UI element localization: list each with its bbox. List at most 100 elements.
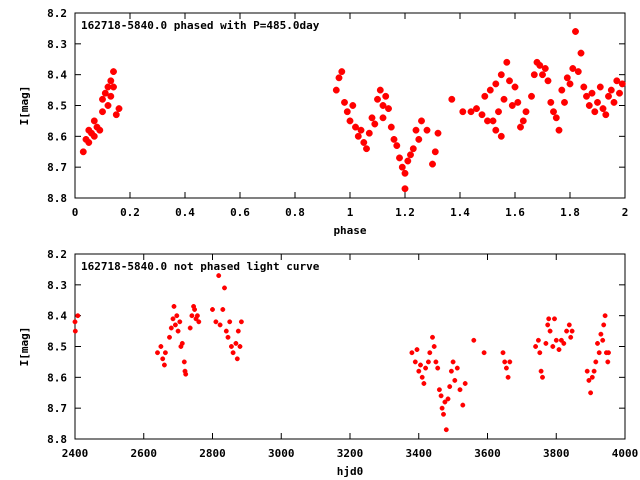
data-point	[99, 95, 106, 103]
data-point	[546, 316, 552, 322]
data-point	[409, 145, 417, 153]
data-point	[112, 111, 120, 119]
data-point	[572, 28, 579, 35]
data-point	[107, 77, 115, 85]
data-point	[412, 126, 420, 134]
data-point	[613, 77, 621, 85]
y-tick-label: 8.3	[47, 38, 67, 51]
data-point	[363, 145, 370, 153]
data-point	[217, 322, 223, 328]
data-point	[600, 337, 606, 343]
data-point	[602, 111, 610, 119]
data-point	[183, 371, 189, 377]
y-axis-title: I[mag]	[18, 327, 31, 367]
data-point	[172, 322, 178, 328]
plot-title: 162718-5840.0 not phased light curve	[81, 260, 320, 273]
data-point	[220, 307, 226, 312]
data-point	[448, 95, 456, 103]
data-point	[435, 365, 441, 371]
data-point	[433, 359, 439, 365]
y-tick-label: 8.4	[47, 310, 67, 323]
data-point	[536, 61, 544, 69]
data-point	[528, 92, 535, 100]
y-tick-label: 8.6	[47, 371, 67, 384]
data-point	[569, 328, 575, 334]
data-point	[481, 350, 487, 356]
data-point	[591, 108, 599, 116]
x-tick-label: 3000	[268, 447, 295, 460]
data-point	[599, 105, 607, 113]
data-point	[555, 126, 563, 134]
data-point	[514, 98, 522, 106]
data-point	[473, 105, 480, 113]
x-tick-label: 0	[72, 206, 79, 219]
data-point	[497, 132, 505, 140]
data-point	[415, 135, 423, 143]
data-point	[593, 359, 599, 365]
y-axis-title: I[mag]	[18, 86, 31, 126]
data-point	[543, 340, 549, 346]
data-point	[439, 405, 445, 411]
data-point	[550, 108, 557, 116]
data-point	[181, 359, 187, 365]
data-point	[489, 117, 497, 125]
data-point	[368, 114, 376, 122]
data-point	[556, 347, 562, 353]
data-point	[618, 80, 626, 88]
data-point	[194, 313, 200, 319]
x-tick-label: 2800	[199, 447, 226, 460]
data-point	[541, 65, 549, 72]
data-point	[616, 89, 623, 97]
x-axis-title: phase	[333, 224, 366, 237]
data-point	[530, 71, 538, 79]
data-point	[161, 362, 167, 368]
data-point	[457, 387, 463, 393]
data-point	[594, 98, 601, 106]
x-tick-label: 2400	[62, 447, 89, 460]
data-point	[160, 356, 166, 362]
data-point	[588, 390, 594, 396]
data-point	[462, 381, 468, 386]
data-point	[507, 359, 513, 365]
data-point	[588, 89, 596, 97]
data-point	[79, 148, 87, 156]
data-point	[438, 393, 444, 399]
x-tick-label: 1.2	[395, 206, 415, 219]
data-point	[354, 132, 362, 140]
data-point	[591, 368, 597, 374]
data-point	[179, 340, 185, 346]
data-point	[349, 102, 357, 109]
y-tick-label: 8.2	[47, 248, 67, 261]
data-point	[167, 334, 172, 340]
data-point	[547, 98, 555, 106]
data-point	[423, 365, 429, 371]
data-point	[158, 344, 164, 349]
phased-plot: 0 0.2 0.4 0.6 0.8 1 1.2 1.4 1.6 1.8 2 8.2 8.3 8.4 8.5 8…	[18, 7, 628, 237]
y-tick-label: 8.4	[47, 69, 67, 82]
data-point	[104, 102, 112, 109]
data-point	[335, 74, 343, 82]
data-point	[162, 350, 168, 356]
data-point	[566, 80, 574, 88]
data-point	[511, 83, 519, 91]
data-point	[238, 319, 244, 325]
data-point	[558, 86, 566, 94]
data-point	[508, 102, 516, 109]
data-point	[421, 381, 427, 386]
data-point	[454, 365, 460, 371]
data-point	[210, 307, 215, 312]
data-point	[583, 92, 590, 100]
data-point	[216, 273, 222, 279]
data-point	[72, 319, 78, 325]
data-point	[500, 350, 506, 356]
data-point	[492, 126, 500, 134]
data-point	[90, 117, 98, 125]
data-point	[552, 114, 560, 122]
x-axis-title: hjd0	[337, 465, 364, 478]
data-point	[407, 151, 414, 159]
data-point	[492, 80, 500, 88]
data-point	[602, 313, 608, 319]
data-point	[385, 105, 392, 113]
x-tick-label: 0.2	[120, 206, 140, 219]
